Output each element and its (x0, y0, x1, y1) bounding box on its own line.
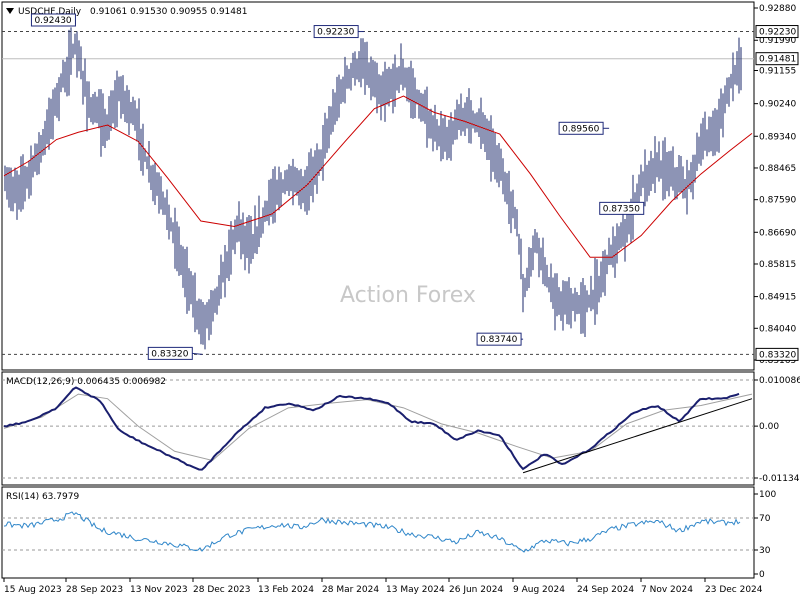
date-tick-label: 7 Nov 2024 (641, 585, 693, 595)
price-tag-label: 0.92230 (759, 28, 796, 38)
price-tick-label: 0.89340 (759, 132, 796, 142)
triangle-down-icon[interactable] (6, 8, 14, 14)
macd-tick-label: -0.011342 (759, 474, 800, 484)
rsi-panel-frame (1, 486, 755, 579)
rsi-series (2, 511, 754, 553)
price-tick-label: 0.83165 (759, 356, 796, 366)
macd-trendline (522, 398, 753, 474)
price-tick-label: 0.86690 (759, 228, 796, 238)
price-tag-label: 0.91481 (759, 55, 796, 65)
candles (4, 27, 742, 350)
date-tick-label: 28 Mar 2024 (322, 585, 379, 595)
macd-title: MACD(12,26,9) 0.006435 0.006982 (6, 377, 166, 387)
macd-panel-frame (1, 371, 755, 486)
rsi-tick-label: 30 (759, 546, 771, 556)
macd-tick-label: 0.00 (759, 422, 779, 432)
chart-ohlc: 0.91061 0.91530 0.90955 0.91481 (90, 7, 247, 17)
annotation-label: 0.83320 (151, 349, 188, 359)
annotation-leader (192, 352, 203, 355)
annotation-box (30, 13, 76, 27)
date-tick-label: 13 Feb 2024 (258, 585, 314, 595)
rsi-tick-label: 70 (759, 514, 771, 524)
annotation-label: 0.83740 (480, 335, 517, 345)
price-tick-label: 0.84040 (759, 324, 796, 334)
moving-average-line (3, 95, 753, 258)
annotation-label: 0.92230 (317, 28, 354, 38)
price-tick-label: 0.91155 (759, 67, 796, 77)
annotation-box (313, 25, 359, 39)
price-tag-label: 0.83320 (759, 350, 796, 360)
price-tag-box (755, 25, 799, 39)
macd-series (2, 379, 754, 479)
price-tag-box (755, 52, 799, 66)
price-tick-label: 0.84915 (759, 293, 796, 303)
rsi-tick-label: 100 (759, 490, 776, 500)
price-tick-label: 0.85815 (759, 260, 796, 270)
annotation-box (558, 121, 604, 135)
annotation-box (599, 201, 645, 215)
price-panel-frame (1, 1, 755, 371)
chart-symbol: USDCHF,Daily (18, 7, 82, 17)
rsi-title: RSI(14) 63.7979 (6, 492, 79, 502)
price-series: 0.92430 0.92230 0.89560 0.87350 0.83740 0.833… (2, 13, 754, 360)
price-tick-label: 0.92880 (759, 4, 796, 14)
price-tick-label: 0.90240 (759, 100, 796, 110)
date-tick-label: 26 Jun 2024 (449, 585, 503, 595)
annotation-box (147, 346, 193, 360)
macd-main-line (3, 386, 740, 471)
date-tick-label: 13 May 2024 (386, 585, 445, 595)
date-tick-label: 28 Dec 2023 (193, 585, 251, 595)
date-tick-label: 15 Aug 2023 (4, 585, 62, 595)
price-tick-label: 0.88465 (759, 164, 796, 174)
date-tick-label: 23 Dec 2024 (705, 585, 763, 595)
annotation-box (476, 332, 522, 346)
rsi-tick-label: 0 (759, 570, 765, 580)
price-tag-box (755, 347, 799, 361)
annotation-label: 0.89560 (562, 124, 599, 134)
axes: 0.92880 0.91990 0.91155 0.90240 0.89340 0.884… (3, 4, 800, 595)
date-tick-label: 28 Sep 2023 (66, 585, 123, 595)
price-tick-label: 0.87590 (759, 196, 796, 206)
watermark: Action Forex (340, 283, 476, 308)
annotation-label: 0.92430 (34, 16, 71, 26)
price-tick-label: 0.91990 (759, 36, 796, 46)
date-tick-label: 13 Nov 2023 (130, 585, 188, 595)
date-tick-label: 24 Sep 2024 (577, 585, 634, 595)
annotation-label: 0.87350 (603, 204, 640, 214)
macd-tick-label: 0.010086 (759, 376, 800, 386)
rsi-line (3, 511, 741, 553)
date-tick-label: 9 Aug 2024 (513, 585, 565, 595)
